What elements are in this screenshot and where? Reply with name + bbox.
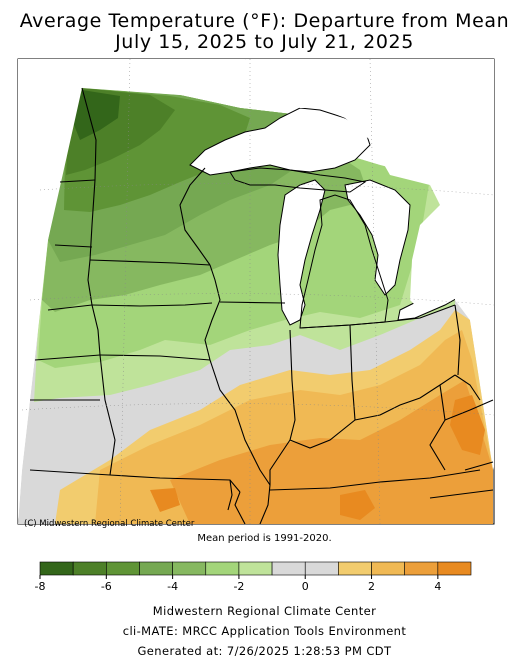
northwest-outside xyxy=(18,59,255,245)
graticule xyxy=(21,59,494,524)
footer-generated-time: Generated at: 7/26/2025 1:28:53 PM CDT xyxy=(137,644,392,658)
map-date-range: July 15, 2025 to July 21, 2025 xyxy=(115,31,414,53)
lower-michigan-outline xyxy=(299,194,389,329)
footer-organization: Midwestern Regional Climate Center xyxy=(152,604,377,618)
copyright-credit: (C) Midwestern Regional Climate Center xyxy=(24,519,195,529)
map-title: Average Temperature (°F): Departure from… xyxy=(19,10,510,32)
region-hot-spot-west xyxy=(150,488,180,512)
lake-huron xyxy=(344,179,411,296)
canada-land xyxy=(245,59,494,310)
footer-tool-name: cli-MATE: MRCC Application Tools Environ… xyxy=(122,624,407,638)
region-deep-orange xyxy=(170,380,493,524)
region-hot-spot-south xyxy=(340,490,375,520)
mean-period-note: Mean period is 1991-2020. xyxy=(197,533,332,544)
upper-peninsula-outline xyxy=(229,167,367,193)
region-hot-spot-east xyxy=(450,395,485,455)
state-boundaries xyxy=(29,87,494,524)
southeast-outside xyxy=(455,170,494,470)
region-deepest-green xyxy=(72,90,120,140)
southwest-outside xyxy=(18,240,48,524)
